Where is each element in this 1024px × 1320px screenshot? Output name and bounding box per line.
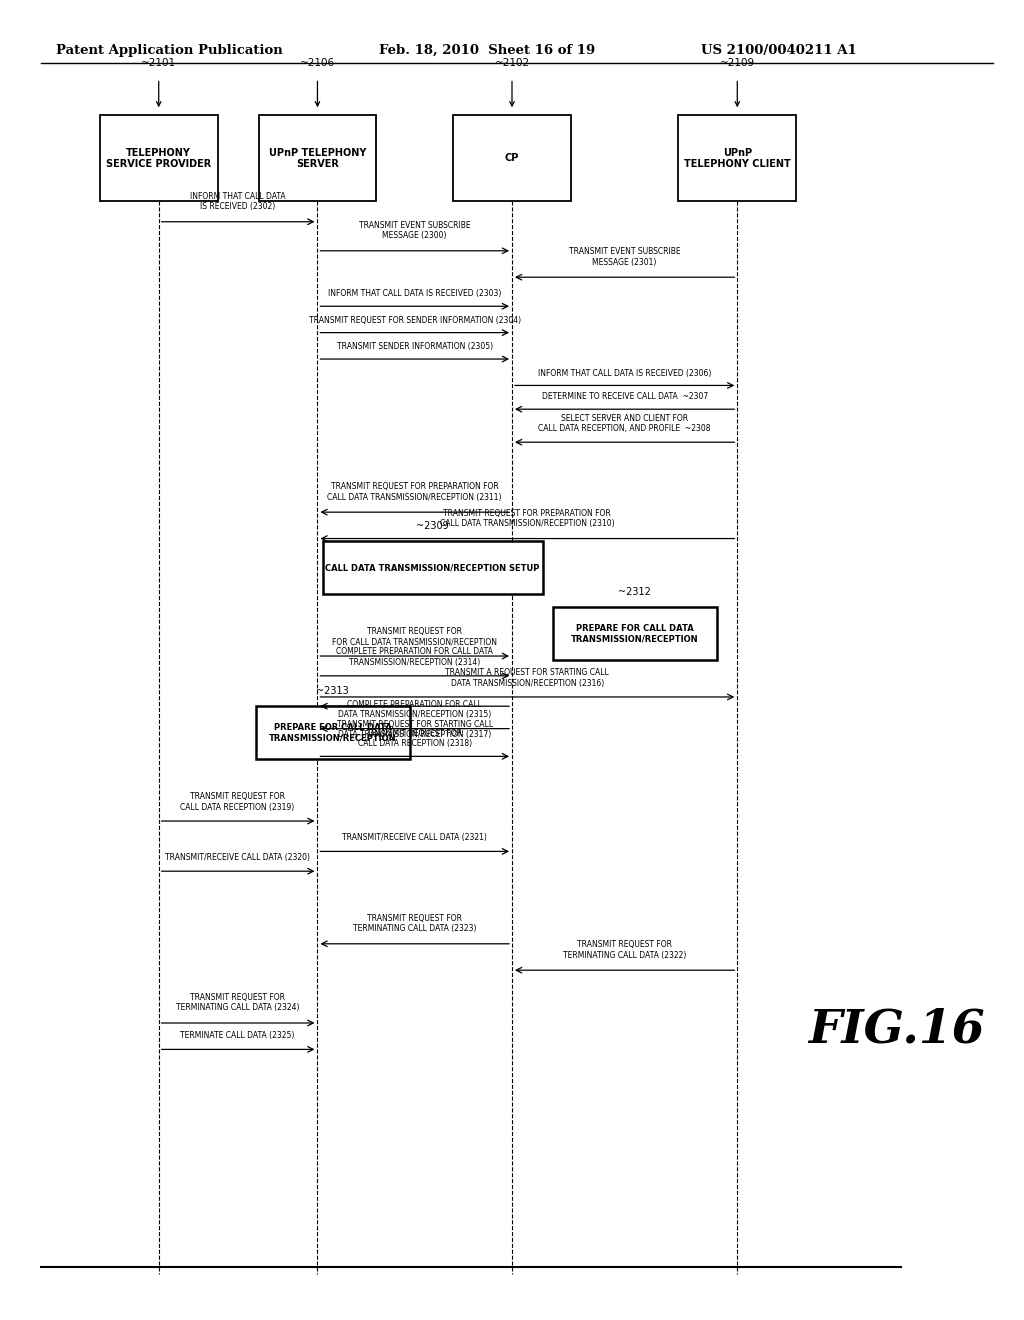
Bar [258,115,377,201]
Text: COMPLETE PREPARATION FOR CALL DATA
TRANSMISSION/RECEPTION (2314): COMPLETE PREPARATION FOR CALL DATA TRANS… [336,647,494,667]
Text: TRANSMIT REQUEST FOR SENDER INFORMATION (2304): TRANSMIT REQUEST FOR SENDER INFORMATION … [308,315,521,325]
Text: TRANSMIT REQUEST FOR
CALL DATA RECEPTION (2319): TRANSMIT REQUEST FOR CALL DATA RECEPTION… [180,792,295,812]
Text: FIG.16: FIG.16 [808,1007,984,1052]
Bar [100,115,218,201]
Text: SELECT SERVER AND CLIENT FOR
CALL DATA RECEPTION, AND PROFILE  ~2308: SELECT SERVER AND CLIENT FOR CALL DATA R… [539,413,711,433]
Text: PREPARE FOR CALL DATA
TRANSMISSION/RECEPTION: PREPARE FOR CALL DATA TRANSMISSION/RECEP… [269,723,396,742]
Text: PREPARE FOR CALL DATA
TRANSMISSION/RECEPTION: PREPARE FOR CALL DATA TRANSMISSION/RECEP… [571,624,698,643]
Text: ~2109: ~2109 [720,58,755,67]
Text: INFORM THAT CALL DATA
IS RECEIVED (2302): INFORM THAT CALL DATA IS RECEIVED (2302) [189,191,286,211]
Bar [553,607,717,660]
Text: UPnP TELEPHONY
SERVER: UPnP TELEPHONY SERVER [268,148,367,169]
Text: CALL DATA TRANSMISSION/RECEPTION SETUP: CALL DATA TRANSMISSION/RECEPTION SETUP [326,564,540,572]
Text: US 2100/0040211 A1: US 2100/0040211 A1 [701,44,857,57]
Text: DETERMINE TO RECEIVE CALL DATA  ~2307: DETERMINE TO RECEIVE CALL DATA ~2307 [542,392,708,401]
Text: INFORM THAT CALL DATA IS RECEIVED (2306): INFORM THAT CALL DATA IS RECEIVED (2306) [538,368,712,378]
Bar [256,706,410,759]
Bar [323,541,543,594]
Text: INFORM THAT CALL DATA IS RECEIVED (2303): INFORM THAT CALL DATA IS RECEIVED (2303) [328,289,502,298]
Text: Patent Application Publication: Patent Application Publication [56,44,283,57]
Text: TRANSMIT REQUEST FOR STARTING CALL
DATA TRANSMISSION/RECEPTION (2317): TRANSMIT REQUEST FOR STARTING CALL DATA … [337,719,493,739]
Text: TELEPHONY
SERVICE PROVIDER: TELEPHONY SERVICE PROVIDER [106,148,211,169]
Text: ~2101: ~2101 [141,58,176,67]
Text: TRANSMIT REQUEST FOR PREPARATION FOR
CALL DATA TRANSMISSION/RECEPTION (2311): TRANSMIT REQUEST FOR PREPARATION FOR CAL… [328,482,502,502]
Bar [453,115,571,201]
Text: UPnP
TELEPHONY CLIENT: UPnP TELEPHONY CLIENT [684,148,791,169]
Text: TRANSMIT REQUEST FOR
TERMINATING CALL DATA (2322): TRANSMIT REQUEST FOR TERMINATING CALL DA… [563,940,686,960]
Text: TRANSMIT/RECEIVE CALL DATA (2320): TRANSMIT/RECEIVE CALL DATA (2320) [165,853,310,862]
Bar [678,115,797,201]
Text: ~2312: ~2312 [618,586,651,597]
Text: ~2102: ~2102 [495,58,529,67]
Text: TRANSMIT A REQUEST FOR STARTING CALL
DATA TRANSMISSION/RECEPTION (2316): TRANSMIT A REQUEST FOR STARTING CALL DAT… [445,668,609,688]
Text: CP: CP [505,153,519,164]
Text: TRANSMIT SENDER INFORMATION (2305): TRANSMIT SENDER INFORMATION (2305) [337,342,493,351]
Text: TRANSMIT REQUEST FOR
FOR CALL DATA TRANSMISSION/RECEPTION: TRANSMIT REQUEST FOR FOR CALL DATA TRANS… [332,627,498,647]
Text: TRANSMIT REQUEST FOR PREPARATION FOR
CALL DATA TRANSMISSION/RECEPTION (2310): TRANSMIT REQUEST FOR PREPARATION FOR CAL… [440,508,614,528]
Text: TRANSMIT EVENT SUBSCRIBE
MESSAGE (2300): TRANSMIT EVENT SUBSCRIBE MESSAGE (2300) [358,220,471,240]
Text: ~2106: ~2106 [300,58,335,67]
Text: TRANSMIT REQUEST FOR
TERMINATING CALL DATA (2324): TRANSMIT REQUEST FOR TERMINATING CALL DA… [176,993,299,1012]
Text: COMPLETE PREPARATION FOR CALL
DATA TRANSMISSION/RECEPTION (2315): COMPLETE PREPARATION FOR CALL DATA TRANS… [338,700,492,719]
Text: TRANSMIT EVENT SUBSCRIBE
MESSAGE (2301): TRANSMIT EVENT SUBSCRIBE MESSAGE (2301) [568,247,681,267]
Text: ~2309: ~2309 [417,520,449,531]
Text: ~2313: ~2313 [316,685,349,696]
Text: TRANSMIT REQUEST FOR
CALL DATA RECEPTION (2318): TRANSMIT REQUEST FOR CALL DATA RECEPTION… [357,729,472,748]
Text: TERMINATE CALL DATA (2325): TERMINATE CALL DATA (2325) [180,1031,295,1040]
Text: TRANSMIT REQUEST FOR
TERMINATING CALL DATA (2323): TRANSMIT REQUEST FOR TERMINATING CALL DA… [353,913,476,933]
Text: Feb. 18, 2010  Sheet 16 of 19: Feb. 18, 2010 Sheet 16 of 19 [379,44,595,57]
Text: TRANSMIT/RECEIVE CALL DATA (2321): TRANSMIT/RECEIVE CALL DATA (2321) [342,833,487,842]
